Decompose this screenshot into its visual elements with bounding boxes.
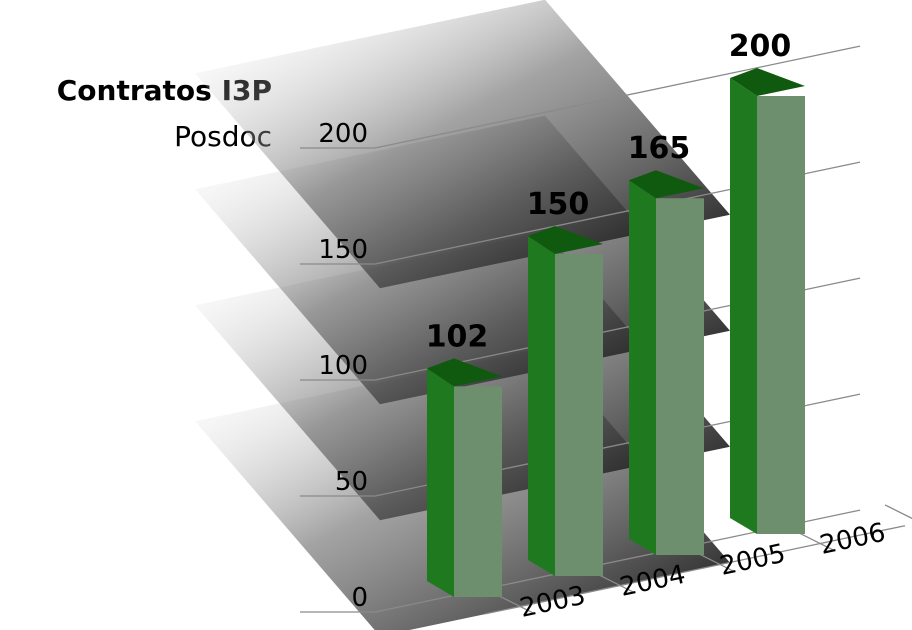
gridline	[374, 45, 861, 149]
bar-front	[730, 78, 757, 534]
y-tick-label: 150	[318, 235, 368, 265]
category-separator	[884, 504, 912, 520]
bar-top	[427, 358, 502, 387]
data-label: 165	[628, 131, 691, 166]
bar-top	[730, 68, 805, 96]
shadow-band	[195, 0, 730, 289]
bar-side	[555, 254, 603, 576]
data-label: 102	[426, 319, 489, 354]
x-tick-label: 2006	[817, 518, 888, 561]
y-tick-label: 200	[318, 119, 368, 149]
bar-side	[757, 96, 805, 534]
bar-front	[427, 368, 454, 597]
bar-front	[528, 236, 555, 576]
bar-side	[656, 198, 704, 555]
bar-side	[454, 386, 502, 597]
bar-top	[528, 226, 603, 254]
y-tick-label: 50	[335, 467, 368, 497]
data-label: 150	[527, 187, 590, 222]
bar-front	[629, 180, 656, 555]
category-axis-front	[484, 525, 906, 615]
y-tick-label: 100	[318, 351, 368, 381]
bar-top	[629, 170, 704, 199]
data-label: 200	[729, 29, 792, 64]
x-tick-label: 2005	[717, 539, 788, 582]
y-tick-label: 0	[351, 583, 368, 613]
